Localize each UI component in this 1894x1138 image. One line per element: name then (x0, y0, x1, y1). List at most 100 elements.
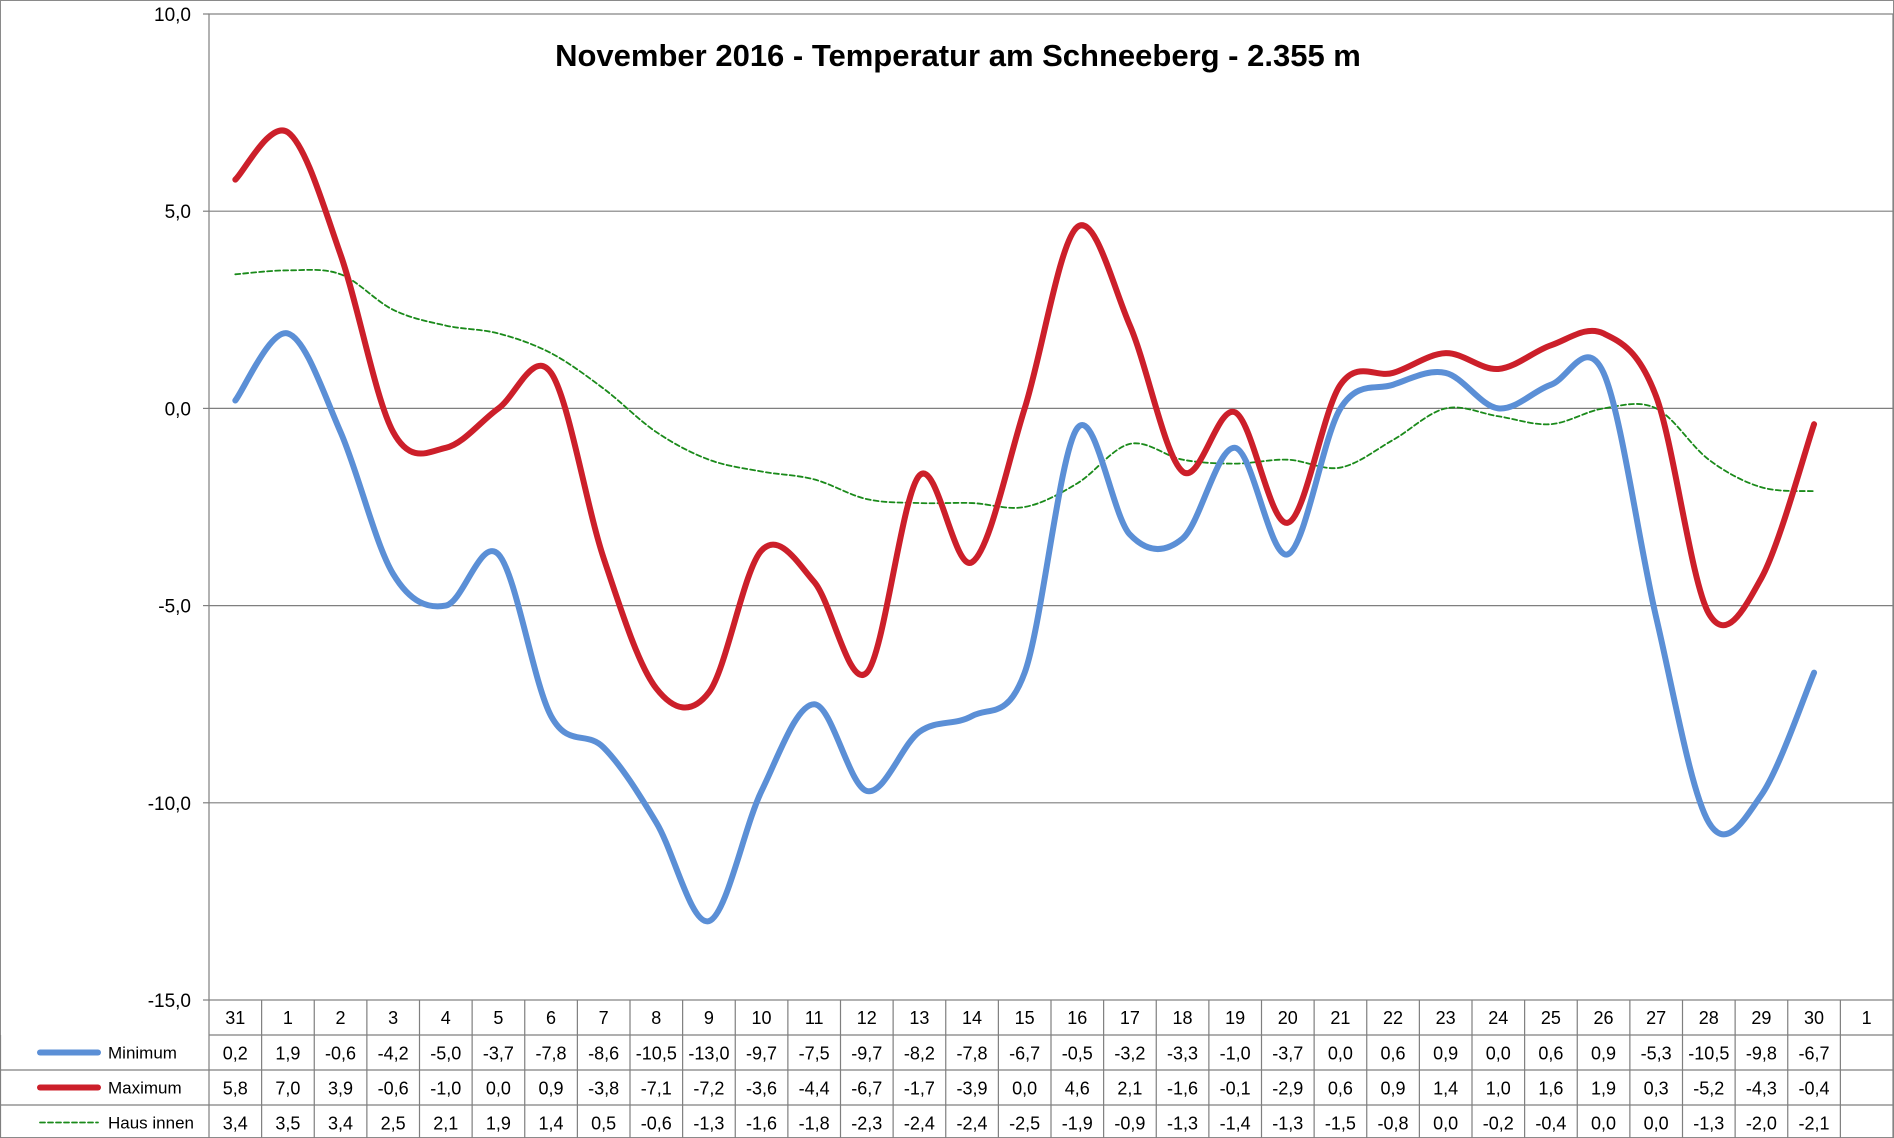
data-label-haus-innen: -2,4 (957, 1114, 988, 1134)
x-tick-label: 14 (962, 1008, 982, 1028)
data-label-haus-innen: -2,5 (1009, 1114, 1040, 1134)
data-label-maximum: -1,7 (904, 1079, 935, 1099)
data-label-haus-innen: 3,4 (328, 1114, 353, 1134)
x-tick-label: 2 (336, 1008, 346, 1028)
data-label-maximum: -7,1 (641, 1079, 672, 1099)
data-label-haus-innen: -2,4 (904, 1114, 935, 1134)
data-label-maximum: 0,0 (1012, 1079, 1037, 1099)
x-tick-label: 27 (1646, 1008, 1666, 1028)
data-label-maximum: 2,1 (1117, 1079, 1142, 1099)
x-tick-label: 21 (1330, 1008, 1350, 1028)
data-label-haus-innen: -0,4 (1535, 1114, 1566, 1134)
x-tick-label: 23 (1436, 1008, 1456, 1028)
data-label-haus-innen: -1,9 (1062, 1114, 1093, 1134)
data-label-minimum: -9,8 (1746, 1044, 1777, 1064)
data-label-haus-innen: -1,3 (693, 1114, 724, 1134)
x-tick-label: 12 (857, 1008, 877, 1028)
x-tick-label: 6 (546, 1008, 556, 1028)
data-label-minimum: 0,2 (223, 1044, 248, 1064)
x-tick-label: 10 (752, 1008, 772, 1028)
data-label-maximum: -3,8 (588, 1079, 619, 1099)
data-label-maximum: 0,9 (539, 1079, 564, 1099)
data-label-minimum: -8,6 (588, 1044, 619, 1064)
series-line-maximum (232, 127, 1818, 711)
data-label-haus-innen: 1,4 (539, 1114, 564, 1134)
data-label-maximum: -0,6 (378, 1079, 409, 1099)
y-tick-label: 0,0 (165, 399, 191, 420)
data-label-haus-innen: -1,6 (746, 1114, 777, 1134)
x-tick-label: 1 (1862, 1008, 1872, 1028)
data-label-haus-innen: -1,3 (1272, 1114, 1303, 1134)
data-label-haus-innen: -1,4 (1220, 1114, 1251, 1134)
data-label-maximum: -1,0 (430, 1079, 461, 1099)
data-label-maximum: -3,9 (957, 1079, 988, 1099)
data-label-minimum: -10,5 (1688, 1044, 1729, 1064)
data-label-maximum: 0,3 (1644, 1079, 1669, 1099)
data-label-maximum: 0,0 (486, 1079, 511, 1099)
data-label-maximum: 4,6 (1065, 1079, 1090, 1099)
data-label-haus-innen: -2,1 (1799, 1114, 1830, 1134)
data-label-haus-innen: -2,0 (1746, 1114, 1777, 1134)
data-label-minimum: -0,6 (325, 1044, 356, 1064)
x-tick-label: 17 (1120, 1008, 1140, 1028)
x-tick-label: 7 (599, 1008, 609, 1028)
data-label-minimum: -7,8 (957, 1044, 988, 1064)
x-tick-label: 24 (1488, 1008, 1508, 1028)
x-tick-label: 8 (651, 1008, 661, 1028)
data-label-minimum: -3,7 (1272, 1044, 1303, 1064)
data-label-haus-innen: 0,5 (591, 1114, 616, 1134)
data-label-maximum: -4,3 (1746, 1079, 1777, 1099)
data-label-minimum: -1,0 (1220, 1044, 1251, 1064)
x-tick-label: 9 (704, 1008, 714, 1028)
x-tick-label: 15 (1015, 1008, 1035, 1028)
y-tick-label: 5,0 (165, 202, 191, 223)
data-label-minimum: 0,0 (1486, 1044, 1511, 1064)
data-label-haus-innen: 3,5 (275, 1114, 300, 1134)
x-tick-label: 16 (1067, 1008, 1087, 1028)
data-label-minimum: -4,2 (378, 1044, 409, 1064)
x-tick-label: 3 (388, 1008, 398, 1028)
x-tick-label: 22 (1383, 1008, 1403, 1028)
y-tick-label: -10,0 (148, 794, 191, 815)
data-label-maximum: 5,8 (223, 1079, 248, 1099)
data-label-minimum: -3,7 (483, 1044, 514, 1064)
data-label-maximum: 7,0 (275, 1079, 300, 1099)
data-label-maximum: 1,6 (1538, 1079, 1563, 1099)
x-tick-label: 1 (283, 1008, 293, 1028)
legend-label-haus-innen: Haus innen (108, 1114, 194, 1133)
x-tick-label: 25 (1541, 1008, 1561, 1028)
y-tick-label: -15,0 (148, 991, 191, 1012)
x-tick-label: 11 (805, 1008, 824, 1028)
x-tick-label: 19 (1225, 1008, 1245, 1028)
data-label-haus-innen: 3,4 (223, 1114, 248, 1134)
data-label-haus-innen: -2,3 (851, 1114, 882, 1134)
data-label-maximum: -1,6 (1167, 1079, 1198, 1099)
data-label-minimum: -5,3 (1641, 1044, 1672, 1064)
data-label-minimum: -5,0 (430, 1044, 461, 1064)
data-label-maximum: 1,0 (1486, 1079, 1511, 1099)
data-label-minimum: -8,2 (904, 1044, 935, 1064)
data-label-minimum: 1,9 (275, 1044, 300, 1064)
data-label-minimum: -0,5 (1062, 1044, 1093, 1064)
x-tick-label: 31 (225, 1008, 245, 1028)
y-tick-label: 10,0 (154, 5, 191, 26)
data-label-haus-innen: -0,2 (1483, 1114, 1514, 1134)
data-label-minimum: -6,7 (1799, 1044, 1830, 1064)
data-label-haus-innen: -0,6 (641, 1114, 672, 1134)
data-label-minimum: 0,9 (1433, 1044, 1458, 1064)
data-label-haus-innen: 1,9 (486, 1114, 511, 1134)
data-label-minimum: -6,7 (1009, 1044, 1040, 1064)
data-label-maximum: -0,4 (1799, 1079, 1830, 1099)
y-axis-ticks: 10,0 5,0 0,0 -5,0 -10,0 -15,0 (148, 5, 191, 1012)
x-tick-label: 28 (1699, 1008, 1719, 1028)
data-label-maximum: 1,4 (1433, 1079, 1458, 1099)
data-label-maximum: -3,6 (746, 1079, 777, 1099)
x-tick-label: 20 (1278, 1008, 1298, 1028)
data-label-maximum: 0,6 (1328, 1079, 1353, 1099)
data-label-minimum: 0,6 (1538, 1044, 1563, 1064)
legend-label-minimum: Minimum (108, 1044, 177, 1063)
data-label-minimum: -3,3 (1167, 1044, 1198, 1064)
data-label-haus-innen: -0,9 (1114, 1114, 1145, 1134)
data-label-haus-innen: 0,0 (1433, 1114, 1458, 1134)
